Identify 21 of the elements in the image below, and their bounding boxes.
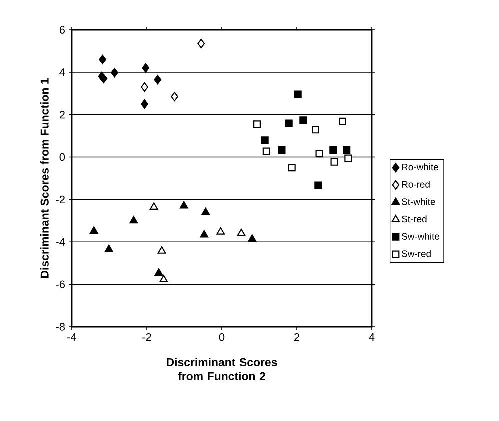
y-axis-title: Discriminant Scores from Function 1 [40,78,49,278]
x-tick-label: 2 [294,334,300,342]
x-tick-label: -4 [68,334,77,342]
legend-label: Sw-red [402,250,431,258]
legend-label: St-red [402,216,427,223]
y-tick-label: 0 [60,153,66,162]
legend-label: St-white [402,198,436,206]
x-tick-label: 4 [369,334,375,342]
y-tick-label: -4 [56,238,66,246]
legend-label: Ro-red [402,180,430,188]
y-tick-label: 4 [60,68,66,76]
y-tick-label: -6 [56,280,65,288]
legend-label: Sw-white [402,233,440,240]
y-tick-label: 2 [60,111,65,119]
x-axis-title: Discriminant Scores from Function 2 [167,358,278,380]
y-tick-label: -8 [56,323,65,331]
x-tick-label: 0 [219,334,225,342]
legend-label: Ro-white [402,164,438,171]
x-tick-label: -2 [142,334,152,342]
y-tick-label: -2 [56,196,65,204]
y-tick-label: 6 [60,26,65,34]
